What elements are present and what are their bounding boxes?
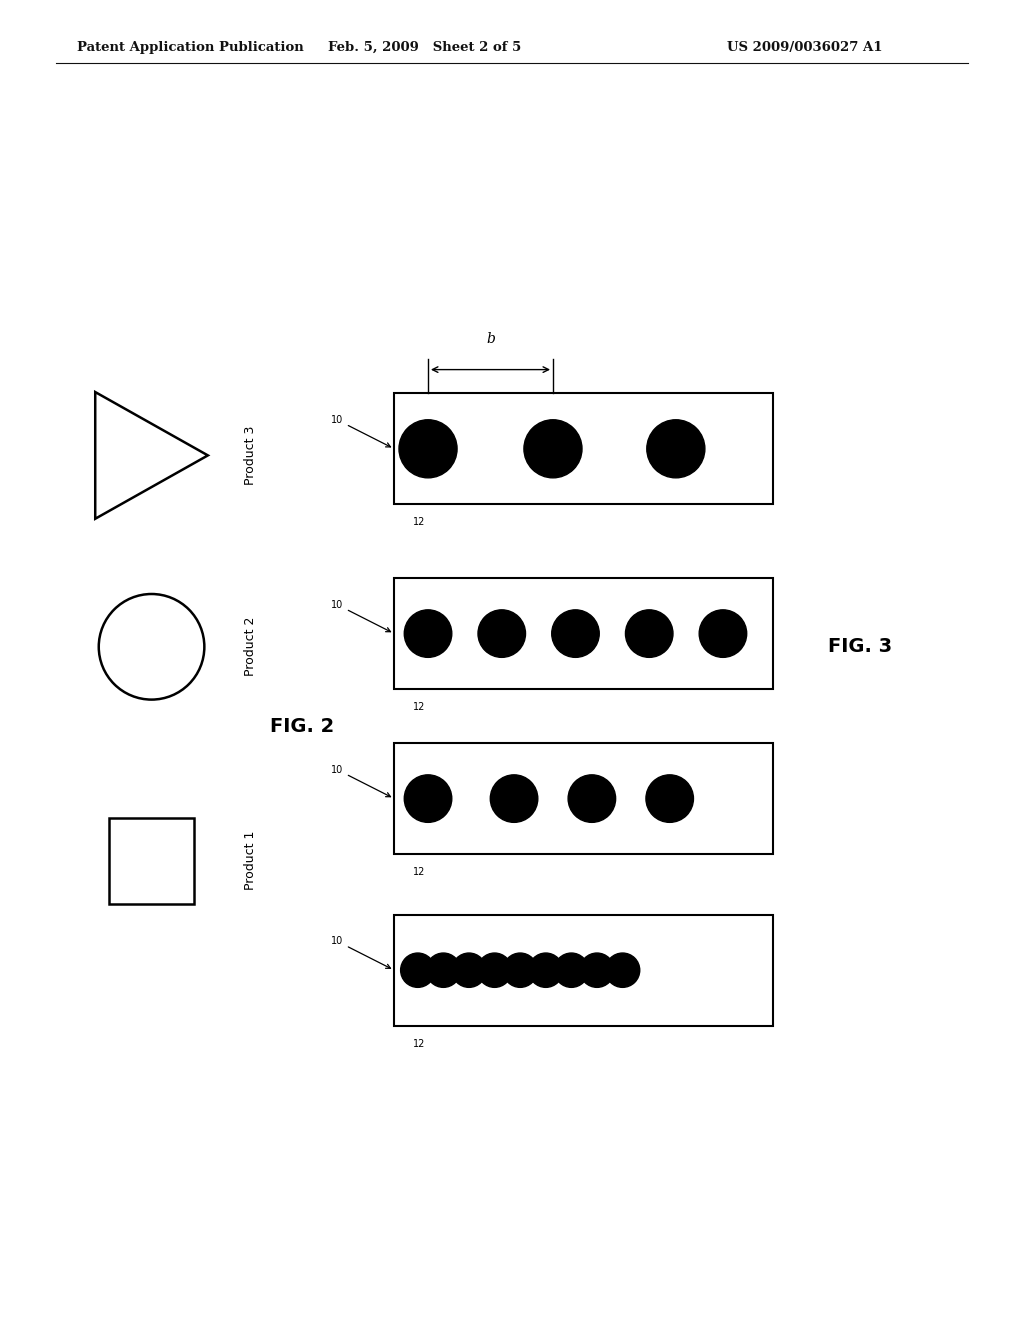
Ellipse shape [426, 953, 461, 987]
Ellipse shape [554, 953, 589, 987]
Ellipse shape [646, 775, 693, 822]
Bar [394, 578, 773, 689]
Ellipse shape [699, 610, 746, 657]
Polygon shape [95, 392, 208, 519]
Ellipse shape [503, 953, 538, 987]
Ellipse shape [647, 420, 705, 478]
Ellipse shape [528, 953, 563, 987]
Text: 12: 12 [413, 517, 425, 528]
Text: 10: 10 [331, 414, 390, 447]
Ellipse shape [404, 775, 452, 822]
Ellipse shape [490, 775, 538, 822]
Text: 10: 10 [331, 599, 390, 632]
Ellipse shape [580, 953, 614, 987]
Ellipse shape [98, 594, 205, 700]
Ellipse shape [552, 610, 599, 657]
Ellipse shape [478, 610, 525, 657]
Ellipse shape [524, 420, 582, 478]
Bar [394, 393, 773, 504]
Ellipse shape [452, 953, 486, 987]
Text: Feb. 5, 2009   Sheet 2 of 5: Feb. 5, 2009 Sheet 2 of 5 [329, 41, 521, 54]
Text: 10: 10 [331, 764, 390, 797]
Text: Patent Application Publication: Patent Application Publication [77, 41, 303, 54]
Ellipse shape [399, 420, 457, 478]
Bar [394, 743, 773, 854]
Text: FIG. 2: FIG. 2 [270, 717, 334, 735]
Text: Product 1: Product 1 [244, 832, 257, 890]
Ellipse shape [400, 953, 435, 987]
Text: FIG. 3: FIG. 3 [828, 638, 892, 656]
Text: Product 2: Product 2 [244, 618, 257, 676]
Ellipse shape [404, 610, 452, 657]
Ellipse shape [605, 953, 640, 987]
Text: b: b [486, 331, 495, 346]
Ellipse shape [477, 953, 512, 987]
Text: 12: 12 [413, 1039, 425, 1049]
Ellipse shape [626, 610, 673, 657]
Ellipse shape [568, 775, 615, 822]
Bar [109, 817, 195, 903]
Text: 12: 12 [413, 702, 425, 713]
Text: 10: 10 [331, 936, 390, 969]
Text: US 2009/0036027 A1: US 2009/0036027 A1 [727, 41, 883, 54]
Text: Product 3: Product 3 [244, 426, 257, 484]
Text: 12: 12 [413, 867, 425, 878]
Bar [394, 915, 773, 1026]
